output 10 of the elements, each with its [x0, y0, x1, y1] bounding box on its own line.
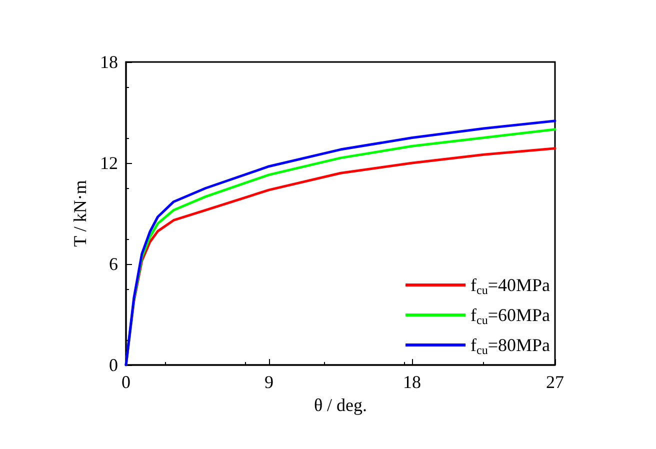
y-axis-title: T / kN·m [70, 180, 90, 247]
y-tick-label: 18 [100, 52, 118, 72]
x-tick-label: 0 [122, 372, 130, 392]
y-tick-label: 12 [100, 153, 118, 173]
x-axis-title: θ / deg. [314, 394, 368, 415]
y-tick-label: 0 [109, 355, 118, 375]
y-tick-label: 6 [109, 254, 118, 274]
x-tick-label: 27 [546, 372, 564, 392]
x-tick-label: 9 [264, 372, 274, 392]
x-tick-label: 18 [403, 372, 421, 392]
